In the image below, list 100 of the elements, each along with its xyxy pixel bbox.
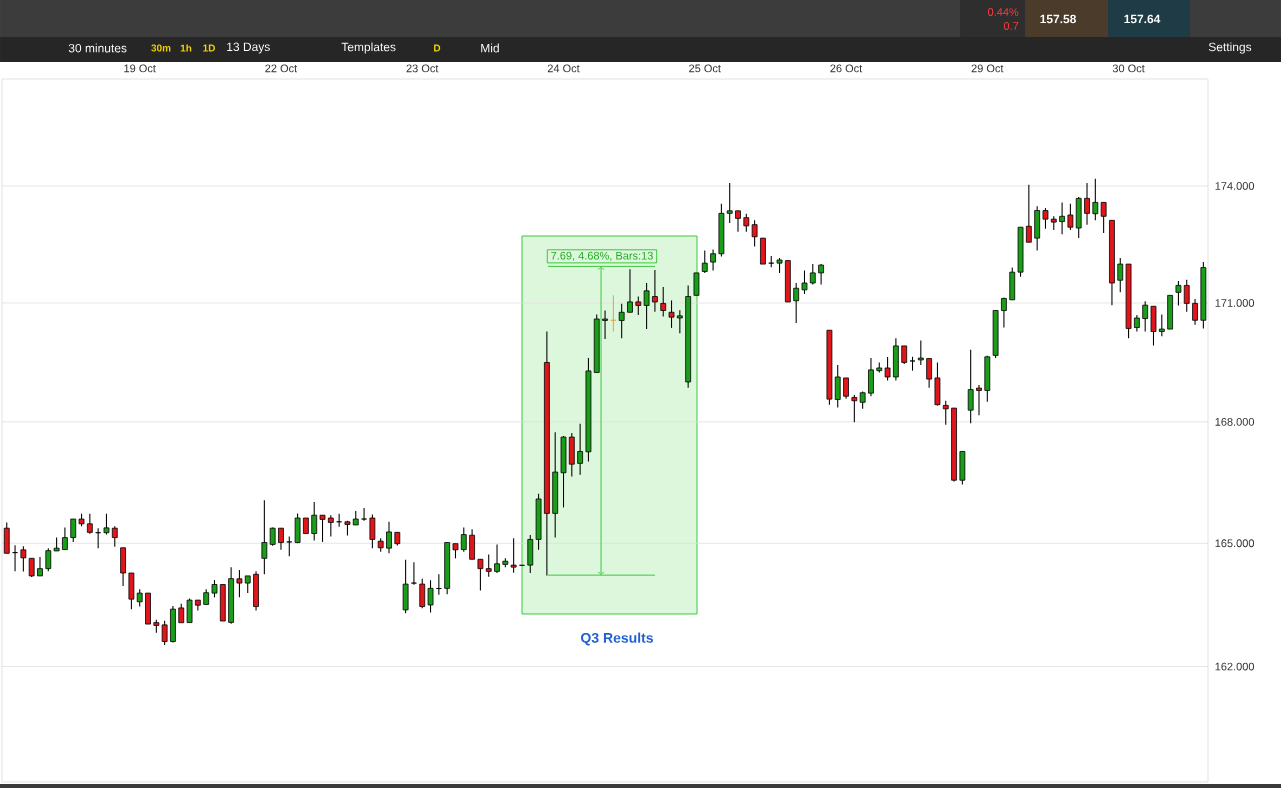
candlestick bbox=[103, 513, 110, 536]
text: 0.44% bbox=[987, 8, 1019, 16]
candlestick bbox=[1001, 297, 1007, 329]
candlestick bbox=[668, 299, 675, 329]
candlestick bbox=[261, 499, 268, 575]
candlestick bbox=[967, 349, 974, 424]
candlestick bbox=[1158, 314, 1165, 337]
candlestick bbox=[1100, 201, 1107, 234]
text: Settings bbox=[1208, 42, 1252, 54]
candlestick bbox=[477, 558, 484, 592]
candlestick bbox=[86, 513, 93, 535]
y-tick-label: 162.000 bbox=[1215, 662, 1255, 671]
candlestick bbox=[494, 543, 500, 574]
candlestick bbox=[161, 620, 168, 646]
x-tick-label: 19 Oct bbox=[124, 64, 156, 73]
candlestick bbox=[411, 561, 417, 586]
annotation: 7.69, 4.68%, Bars:13 bbox=[551, 251, 653, 261]
candlestick bbox=[710, 249, 716, 272]
candlestick bbox=[1183, 279, 1190, 313]
candlestick bbox=[1042, 207, 1049, 230]
candlestick bbox=[1117, 257, 1124, 293]
candlestick bbox=[917, 339, 924, 366]
candlestick bbox=[311, 501, 318, 542]
y-tick-label: 168.000 bbox=[1215, 417, 1255, 426]
candlestick bbox=[602, 309, 608, 340]
text: 1h bbox=[180, 44, 192, 52]
x-tick-label: 22 Oct bbox=[265, 64, 298, 73]
text: D bbox=[434, 44, 441, 52]
candlestick bbox=[652, 269, 658, 313]
candlestick bbox=[62, 526, 68, 551]
candlestick bbox=[1092, 178, 1099, 221]
candlestick bbox=[1084, 182, 1090, 226]
candlestick bbox=[510, 537, 517, 574]
candlestick bbox=[577, 423, 584, 476]
text: 0.7 bbox=[1003, 22, 1019, 30]
x-tick-label: 25 Oct bbox=[689, 64, 721, 73]
candlestick bbox=[818, 263, 824, 286]
candlestick bbox=[1142, 300, 1149, 333]
text: Mid bbox=[481, 43, 499, 53]
candlestick bbox=[278, 527, 284, 551]
candlestick bbox=[45, 547, 52, 572]
candlestick bbox=[178, 603, 185, 624]
x-tick-label: 30 Oct bbox=[1112, 64, 1145, 73]
candlestick bbox=[1192, 298, 1198, 326]
candlestick bbox=[194, 599, 201, 612]
candlestick bbox=[319, 514, 326, 543]
candlestick bbox=[751, 219, 758, 248]
text: 30m bbox=[151, 44, 171, 52]
candlestick bbox=[635, 295, 642, 316]
candlestick bbox=[361, 507, 367, 522]
candlestick bbox=[419, 578, 426, 609]
candlestick bbox=[868, 357, 874, 397]
candlestick bbox=[70, 518, 77, 543]
candlestick bbox=[1025, 184, 1032, 243]
text: 1D bbox=[203, 44, 215, 52]
candlestick bbox=[643, 282, 650, 330]
candlestick bbox=[660, 286, 667, 317]
candlestick bbox=[743, 213, 750, 233]
y-tick-label: 171.000 bbox=[1215, 299, 1255, 307]
candlestick bbox=[186, 597, 193, 624]
candlestick bbox=[693, 272, 700, 296]
candlestick bbox=[1059, 201, 1065, 235]
candlestick bbox=[460, 526, 467, 553]
candlestick bbox=[735, 210, 741, 233]
x-tick-label: 29 Oct bbox=[971, 64, 1004, 73]
text: 13 Days bbox=[227, 42, 270, 54]
candlestick bbox=[793, 282, 800, 324]
candlestick bbox=[485, 553, 492, 578]
candlestick bbox=[901, 345, 908, 365]
annotation: Q3 Results bbox=[581, 632, 653, 646]
candlestick bbox=[884, 356, 891, 381]
candlestick bbox=[1067, 203, 1074, 231]
text: 157.64 bbox=[1124, 14, 1161, 24]
candlestick bbox=[976, 384, 982, 416]
text: 30 minutes bbox=[68, 43, 127, 53]
x-tick-label: 23 Oct bbox=[406, 64, 439, 73]
candlestick bbox=[834, 364, 841, 408]
candlestick bbox=[111, 525, 118, 548]
candlestick bbox=[236, 569, 243, 598]
y-tick-label: 165.000 bbox=[1215, 539, 1255, 548]
candlestick bbox=[851, 394, 858, 423]
candlestick bbox=[843, 377, 849, 400]
candlestick bbox=[942, 400, 949, 426]
candlestick bbox=[286, 535, 293, 557]
candlestick bbox=[618, 303, 625, 339]
text: Templates bbox=[341, 42, 396, 54]
candlestick bbox=[369, 513, 376, 549]
candlestick bbox=[627, 268, 633, 313]
x-tick-label: 26 Oct bbox=[830, 64, 863, 73]
candlestick bbox=[427, 579, 434, 613]
candlestick bbox=[926, 358, 933, 389]
x-tick-label: 24 Oct bbox=[547, 64, 580, 73]
text: 157.58 bbox=[1040, 14, 1076, 24]
candlestick bbox=[809, 263, 816, 286]
candlestick bbox=[327, 514, 334, 538]
candlestick bbox=[726, 182, 733, 224]
y-tick-label: 174.000 bbox=[1215, 182, 1255, 190]
candlestick bbox=[20, 545, 27, 572]
candlestick bbox=[701, 250, 708, 274]
candlestick bbox=[386, 521, 392, 554]
